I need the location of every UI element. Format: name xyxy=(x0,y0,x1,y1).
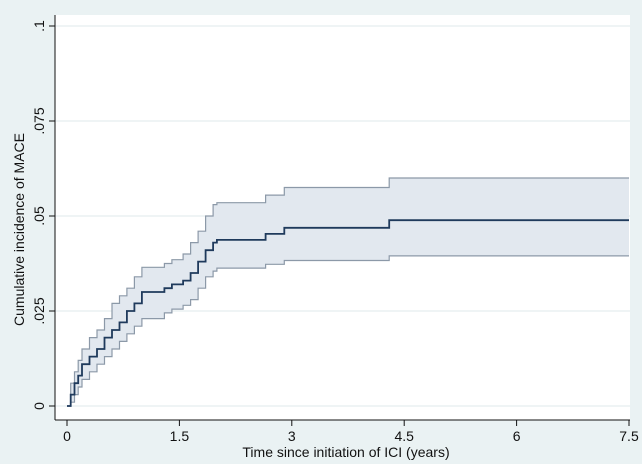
y-tick-label: .05 xyxy=(31,206,47,226)
y-axis-label: Cumulative incidence of MACE xyxy=(11,133,27,326)
series-lines xyxy=(67,219,629,407)
x-axis-label: Time since initiation of ICI (years) xyxy=(242,444,449,460)
y-tick-label: 0 xyxy=(31,402,47,410)
cumulative-incidence-line xyxy=(67,219,629,407)
x-tick-label: 6 xyxy=(513,428,521,444)
x-tick-label: 0 xyxy=(63,428,71,444)
y-tick-label: .075 xyxy=(31,107,47,134)
confidence-band xyxy=(67,177,629,407)
x-tick-label: 1.5 xyxy=(170,428,190,444)
axes: 0 .025 .05 .075 .1 0 1.5 3 4.5 6 7.5 xyxy=(31,15,639,444)
x-tick-label: 4.5 xyxy=(394,428,414,444)
upper-bound-line xyxy=(67,177,629,407)
lower-bound-line xyxy=(67,255,629,407)
x-tick-label: 3 xyxy=(288,428,296,444)
x-tick-label: 7.5 xyxy=(619,428,639,444)
y-tick-label: .025 xyxy=(31,297,47,324)
confidence-band-area xyxy=(67,178,629,406)
y-tick-label: .1 xyxy=(31,20,47,32)
